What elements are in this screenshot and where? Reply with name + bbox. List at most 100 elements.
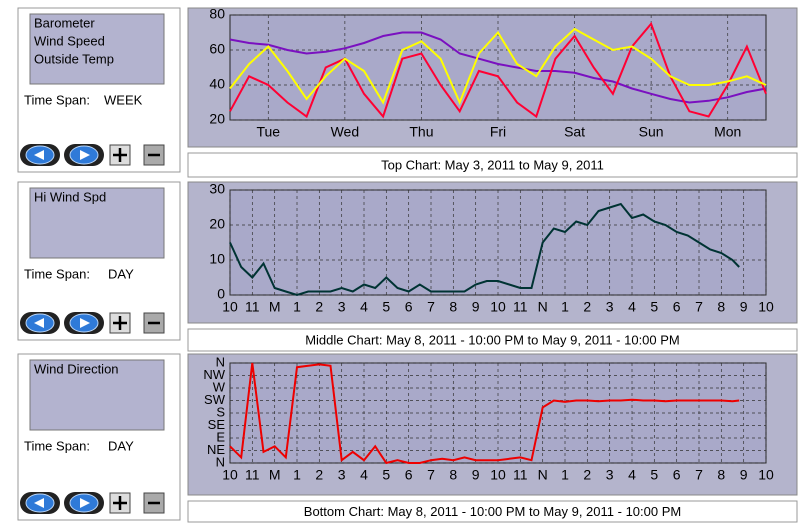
prev-button[interactable]	[20, 492, 60, 514]
time-span-label: Time Span:	[24, 92, 90, 107]
button-arrow[interactable]	[34, 498, 44, 508]
legend-entry: Hi Wind Spd	[34, 189, 106, 204]
chart-caption: Top Chart: May 3, 2011 to May 9, 2011	[381, 157, 604, 172]
x-tick-label: 10	[758, 467, 774, 483]
x-tick-label: Fri	[490, 124, 506, 140]
series-line	[229, 27, 767, 106]
legend-entry: Barometer	[34, 15, 95, 30]
x-tick-label: 8	[449, 467, 457, 483]
button-arrow[interactable]	[34, 150, 44, 160]
x-tick-label: 3	[338, 467, 346, 483]
time-span-value: WEEK	[104, 92, 143, 107]
series-line	[229, 362, 740, 465]
button-arrow[interactable]	[34, 318, 44, 328]
button-symbol[interactable]	[113, 496, 127, 510]
button-symbol[interactable]	[113, 148, 127, 162]
zoom-in-button[interactable]	[109, 312, 131, 334]
x-tick-label: 4	[628, 299, 636, 315]
x-tick-label: Mon	[714, 124, 741, 140]
x-tick-label: 4	[360, 299, 368, 315]
x-tick-label: 7	[695, 467, 703, 483]
next-button[interactable]	[64, 312, 104, 334]
legend-box	[29, 187, 165, 259]
button-arrow[interactable]	[80, 498, 90, 508]
x-tick-label: 11	[513, 467, 528, 483]
y-tick-label: N	[216, 454, 225, 469]
x-tick-label: 7	[427, 467, 435, 483]
x-tick-label: 10	[758, 299, 774, 315]
x-tick-label: 2	[583, 467, 591, 483]
x-tick-label: 11	[245, 467, 260, 483]
button-arrow[interactable]	[80, 318, 90, 328]
x-tick-label: 2	[583, 299, 591, 315]
time-span-value: DAY	[108, 266, 134, 281]
legend-entry: Wind Direction	[34, 361, 119, 376]
caption-box	[187, 500, 798, 523]
x-tick-label: 1	[561, 299, 569, 315]
x-tick-label: 2	[315, 299, 323, 315]
x-tick-label: 9	[740, 467, 748, 483]
x-tick-label: 8	[717, 467, 725, 483]
x-tick-label: M	[269, 299, 281, 315]
series-line	[229, 31, 767, 104]
x-tick-label: 7	[695, 299, 703, 315]
y-tick-label: 80	[209, 6, 225, 22]
x-tick-label: 5	[650, 467, 658, 483]
y-tick-label: SW	[204, 392, 226, 407]
x-tick-label: 3	[338, 299, 346, 315]
x-tick-label: 3	[606, 299, 614, 315]
x-tick-label: 8	[717, 299, 725, 315]
x-tick-label: 6	[673, 467, 681, 483]
x-tick-label: Sat	[564, 124, 585, 140]
zoom-in-button[interactable]	[109, 144, 131, 166]
series-line	[229, 202, 740, 297]
prev-button[interactable]	[20, 312, 60, 334]
x-tick-label: 6	[673, 299, 681, 315]
y-tick-label: 60	[209, 41, 225, 57]
x-tick-label: 4	[628, 467, 636, 483]
x-tick-label: 11	[245, 299, 260, 315]
x-tick-label: 9	[472, 299, 480, 315]
y-tick-label: 10	[209, 251, 225, 267]
y-tick-label: 30	[209, 181, 225, 197]
y-tick-label: NE	[207, 442, 225, 457]
y-tick-label: 40	[209, 76, 225, 92]
zoom-in-button[interactable]	[109, 492, 131, 514]
button-symbol[interactable]	[113, 316, 127, 330]
button-arrow[interactable]	[80, 150, 90, 160]
x-tick-label: 10	[490, 467, 506, 483]
x-tick-label: N	[538, 467, 548, 483]
chart-caption: Bottom Chart: May 8, 2011 - 10:00 PM to …	[304, 504, 681, 519]
zoom-out-button[interactable]	[143, 312, 165, 334]
zoom-out-button[interactable]	[143, 144, 165, 166]
x-tick-label: 6	[405, 467, 413, 483]
next-button[interactable]	[64, 492, 104, 514]
legend-entry: Outside Temp	[34, 51, 114, 66]
x-tick-label: 10	[222, 467, 238, 483]
caption-box	[187, 152, 798, 178]
next-button[interactable]	[64, 144, 104, 166]
y-tick-label: S	[216, 404, 225, 419]
zoom-out-button[interactable]	[143, 492, 165, 514]
x-tick-label: 10	[490, 299, 506, 315]
x-tick-label: M	[269, 467, 281, 483]
legend-box	[29, 359, 165, 431]
x-tick-label: N	[538, 299, 548, 315]
plot-area	[229, 189, 767, 296]
prev-button[interactable]	[20, 144, 60, 166]
legend-box	[29, 13, 165, 85]
y-tick-label: 20	[209, 216, 225, 232]
x-tick-label: 1	[293, 467, 301, 483]
chart-caption: Middle Chart: May 8, 2011 - 10:00 PM to …	[305, 332, 680, 347]
y-tick-label: SE	[208, 417, 226, 432]
caption-box	[187, 328, 798, 352]
y-tick-label: E	[216, 429, 225, 444]
x-tick-label: 2	[315, 467, 323, 483]
time-span-label: Time Span:	[24, 438, 90, 453]
y-tick-label: N	[216, 354, 225, 369]
x-tick-label: 11	[513, 299, 528, 315]
x-tick-label: 9	[472, 467, 480, 483]
time-span-value: DAY	[108, 438, 134, 453]
x-tick-label: 4	[360, 467, 368, 483]
